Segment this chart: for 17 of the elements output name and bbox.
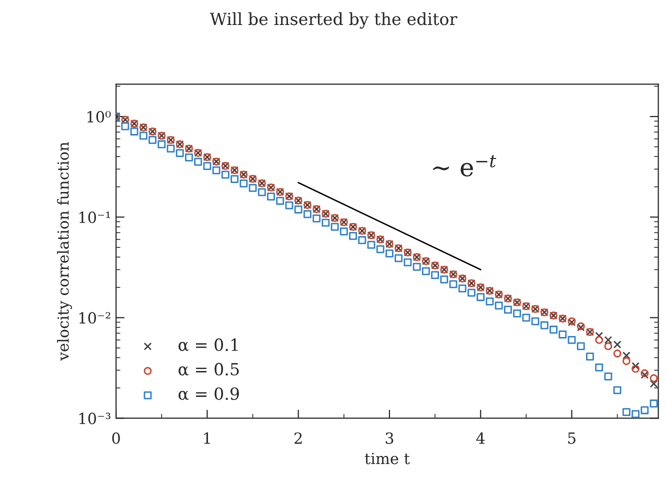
- x-tick-label: 5: [568, 432, 576, 444]
- x-tick-label: 4: [476, 432, 485, 444]
- x-tick-label: 2: [294, 432, 302, 444]
- legend-label: α = 0.5: [178, 362, 239, 376]
- y-tick-label: 10⁻²: [79, 312, 110, 324]
- legend-label: α = 0.1: [178, 338, 238, 352]
- x-tick-label: 1: [204, 432, 210, 444]
- x-axis-title: time t: [364, 452, 410, 464]
- x-tick-label: 3: [386, 432, 394, 444]
- y-axis-title: velocity correlation function: [57, 142, 72, 361]
- y-tick-label: 10⁻¹: [79, 212, 110, 224]
- y-tick-label: 10⁰: [87, 111, 111, 123]
- annotation: ∼ e$^{−t}$: [433, 155, 496, 177]
- y-tick-label: 10⁻³: [79, 412, 110, 424]
- chart-title: Will be inserted by the editor: [210, 12, 458, 29]
- x-tick-label: 0: [112, 432, 120, 444]
- legend-label: α = 0.9: [178, 387, 239, 400]
